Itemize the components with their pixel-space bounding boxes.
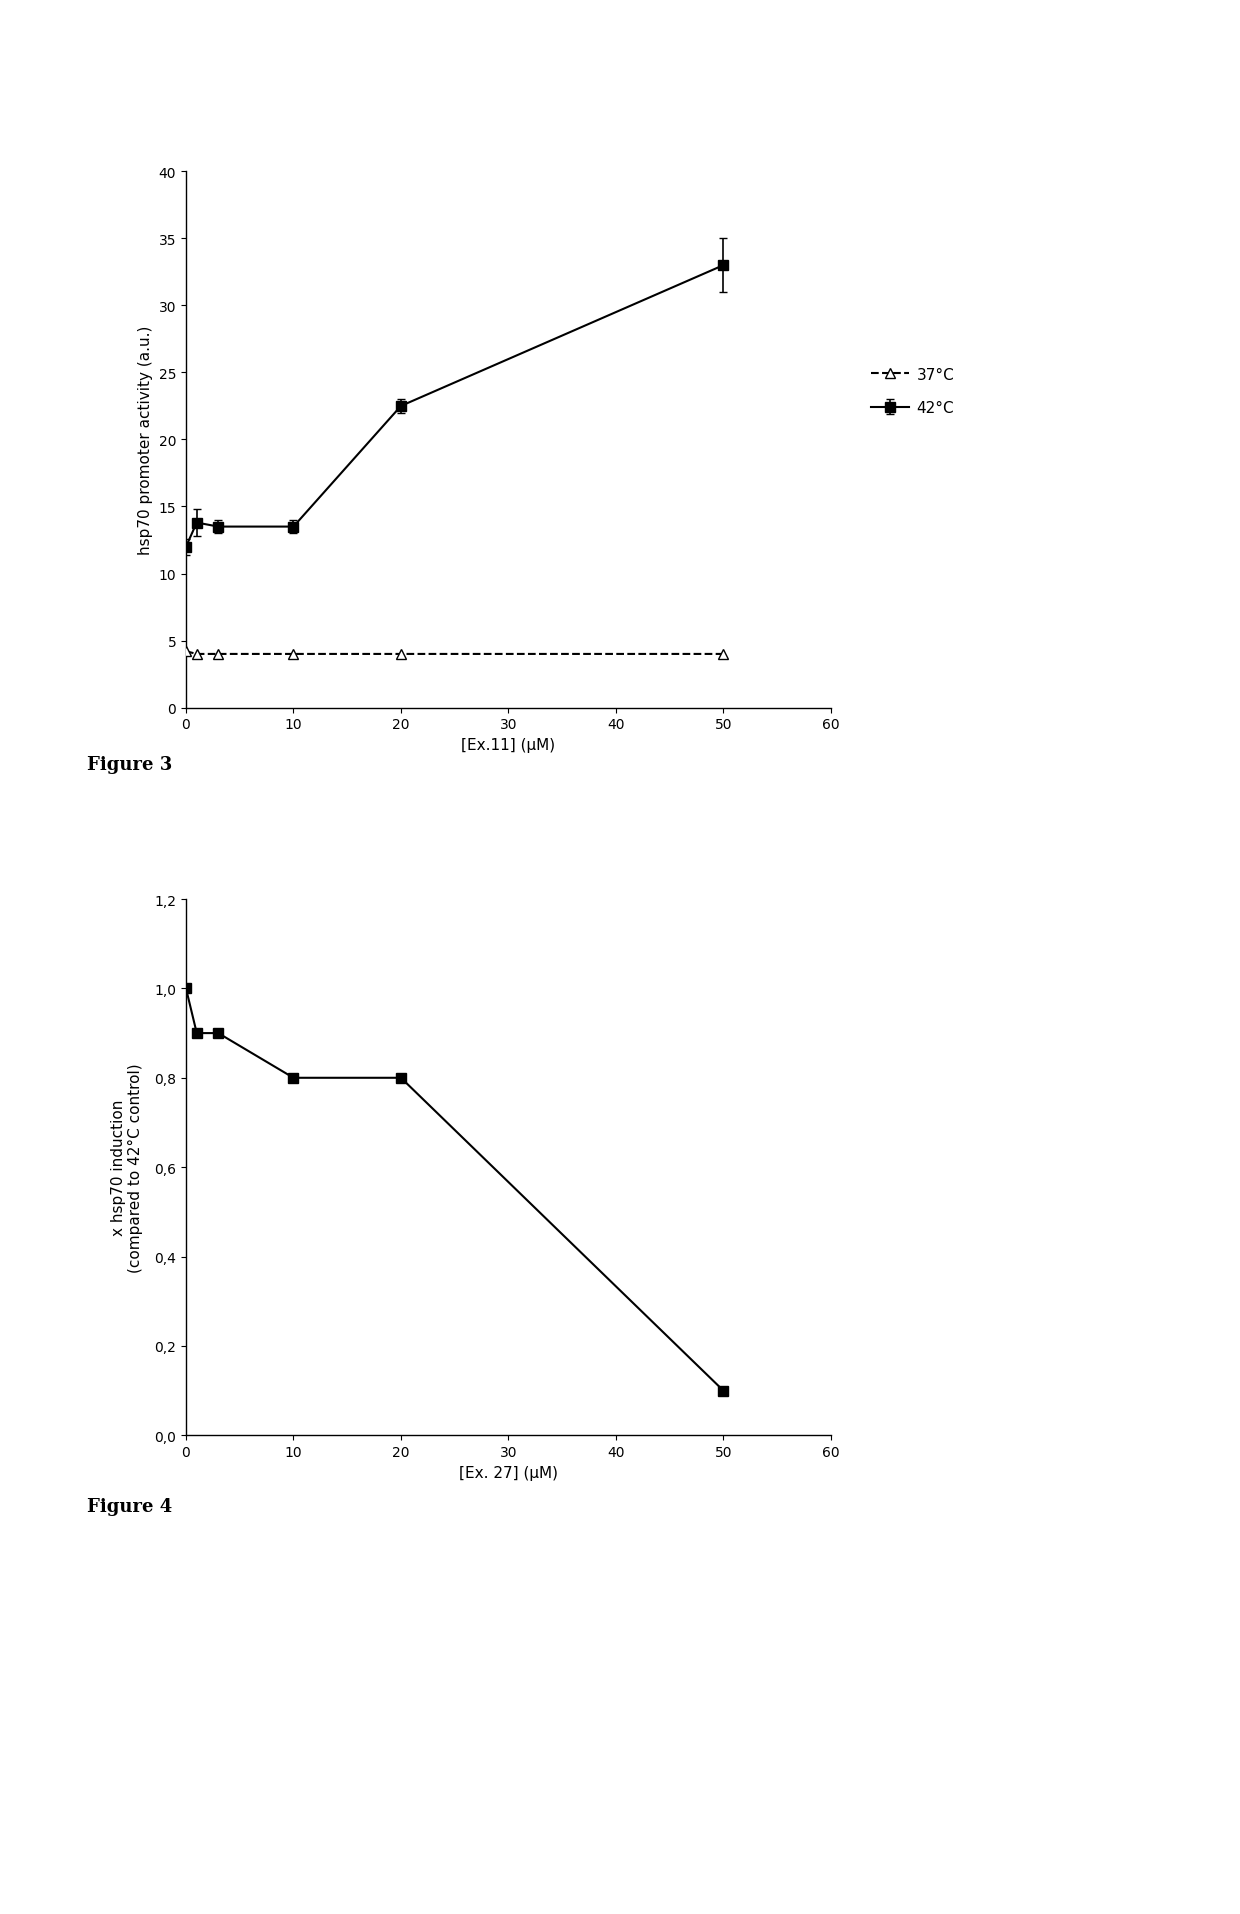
- 37°C: [179, 641, 193, 664]
- X-axis label: [Ex.11] (μM): [Ex.11] (μM): [461, 737, 556, 752]
- Legend: 37°C, 42°C: 37°C, 42°C: [870, 367, 955, 415]
- Y-axis label: x hsp70 induction
(compared to 42°C control): x hsp70 induction (compared to 42°C cont…: [110, 1062, 143, 1273]
- Line: 37°C: 37°C: [181, 647, 728, 660]
- Text: Figure 3: Figure 3: [87, 756, 172, 773]
- 37°C: [393, 643, 408, 666]
- 37°C: [211, 643, 226, 666]
- Y-axis label: hsp70 promoter activity (a.u.): hsp70 promoter activity (a.u.): [138, 325, 153, 555]
- 37°C: [286, 643, 301, 666]
- X-axis label: [Ex. 27] (μM): [Ex. 27] (μM): [459, 1464, 558, 1480]
- 37°C: [190, 643, 205, 666]
- 37°C: [715, 643, 730, 666]
- Text: Figure 4: Figure 4: [87, 1497, 172, 1514]
